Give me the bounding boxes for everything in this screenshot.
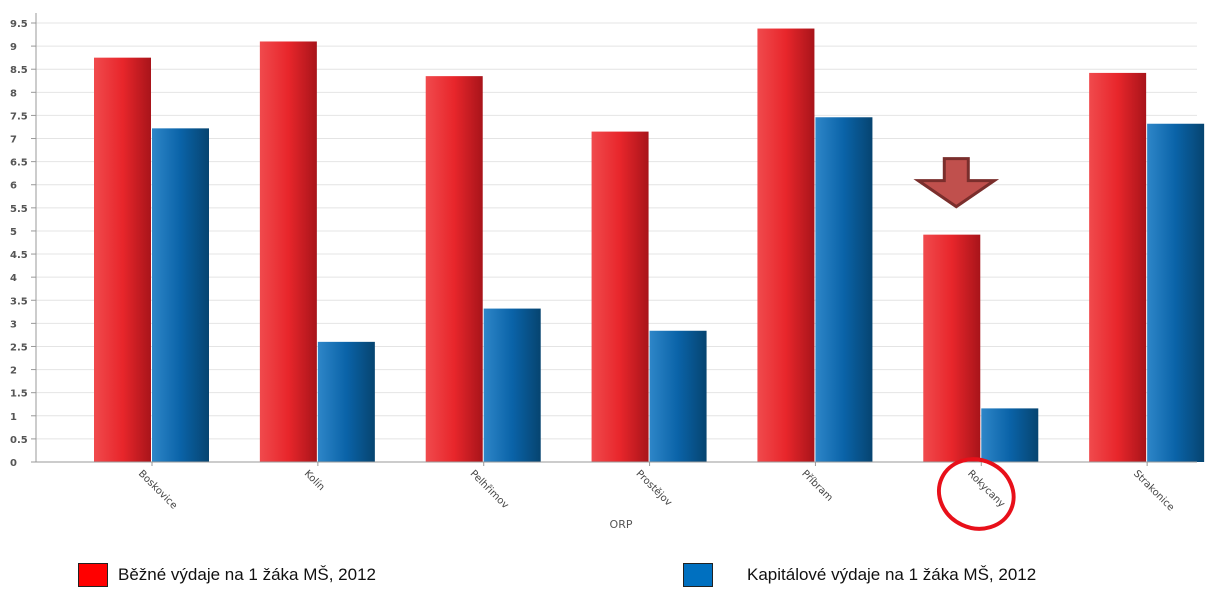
highlight-circle: [936, 457, 1016, 531]
annotations: [913, 157, 1016, 531]
x-axis-title: ORP: [610, 518, 633, 531]
bar-bezne-prostějov: [591, 131, 649, 463]
highlight-arrow-icon: [913, 157, 1000, 209]
x-tick-label: Strakonice: [1131, 468, 1176, 513]
y-tick-label: 9: [10, 42, 17, 53]
bar-kapitalove-prostějov: [649, 330, 707, 462]
bar-kapitalove-strakonice: [1147, 123, 1205, 462]
bar-bezne-pelhřimov: [425, 76, 483, 463]
x-tick-label: Boskovice: [136, 468, 179, 511]
bar-bezne-boskovice: [94, 57, 151, 462]
legend-item-0: Běžné výdaje na 1 žáka MŠ, 2012: [78, 563, 376, 587]
y-tick-label: 5.5: [10, 204, 28, 215]
bar-kapitalove-kolín: [317, 341, 375, 462]
y-tick-label: 5: [10, 227, 17, 238]
y-tick-label: 4.5: [10, 250, 28, 261]
bar-bezne-příbram: [757, 28, 815, 463]
bar-bezne-strakonice: [1089, 72, 1147, 462]
x-tick-label: Rokycany: [965, 468, 1007, 510]
y-tick-label: 1.5: [10, 389, 28, 400]
x-tick-label: Kolín: [302, 468, 328, 494]
legend-swatch-0: [78, 563, 108, 587]
bar-bezne-rokycany: [923, 234, 981, 462]
bar-kapitalove-pelhřimov: [483, 308, 541, 462]
y-tick-label: 8: [10, 88, 17, 99]
y-tick-label: 6: [10, 181, 17, 192]
bars: [94, 28, 1205, 463]
legend-label-1: Kapitálové výdaje na 1 žáka MŠ, 2012: [747, 565, 1037, 584]
y-tick-label: 1: [10, 412, 17, 423]
y-tick-label: 9.5: [10, 19, 28, 30]
y-tick-label: 3: [10, 319, 17, 330]
bar-kapitalove-příbram: [815, 117, 873, 462]
y-tick-label: 7: [10, 135, 17, 146]
y-tick-label: 7.5: [10, 111, 28, 122]
x-tick-label: Pelhřimov: [468, 468, 512, 512]
y-tick-label: 0: [10, 458, 17, 469]
x-tick-label: Prostějov: [633, 468, 674, 509]
y-tick-label: 6.5: [10, 158, 28, 169]
y-tick-label: 4: [10, 273, 17, 284]
y-tick-label: 8.5: [10, 65, 28, 76]
bar-kapitalove-rokycany: [981, 408, 1039, 462]
bar-chart: 0 0.5 1 1.5 2 2.5 3 3.5 4 4.5 5 5.5 6 6.5 7 7.5 8 8.5 9 9.5…: [10, 13, 1205, 531]
y-tick-label: 0.5: [10, 435, 28, 446]
bar-bezne-kolín: [259, 41, 317, 462]
bar-kapitalove-boskovice: [152, 128, 209, 463]
y-tick-label: 3.5: [10, 296, 28, 307]
y-tick-label: 2: [10, 366, 17, 377]
legend-swatch-1: [683, 563, 713, 587]
y-tick-label: 2.5: [10, 342, 28, 353]
legend-item-1: Kapitálové výdaje na 1 žáka MŠ, 2012: [683, 563, 1036, 587]
legend-label-0: Běžné výdaje na 1 žáka MŠ, 2012: [118, 565, 376, 584]
x-tick-label: Příbram: [799, 468, 835, 504]
